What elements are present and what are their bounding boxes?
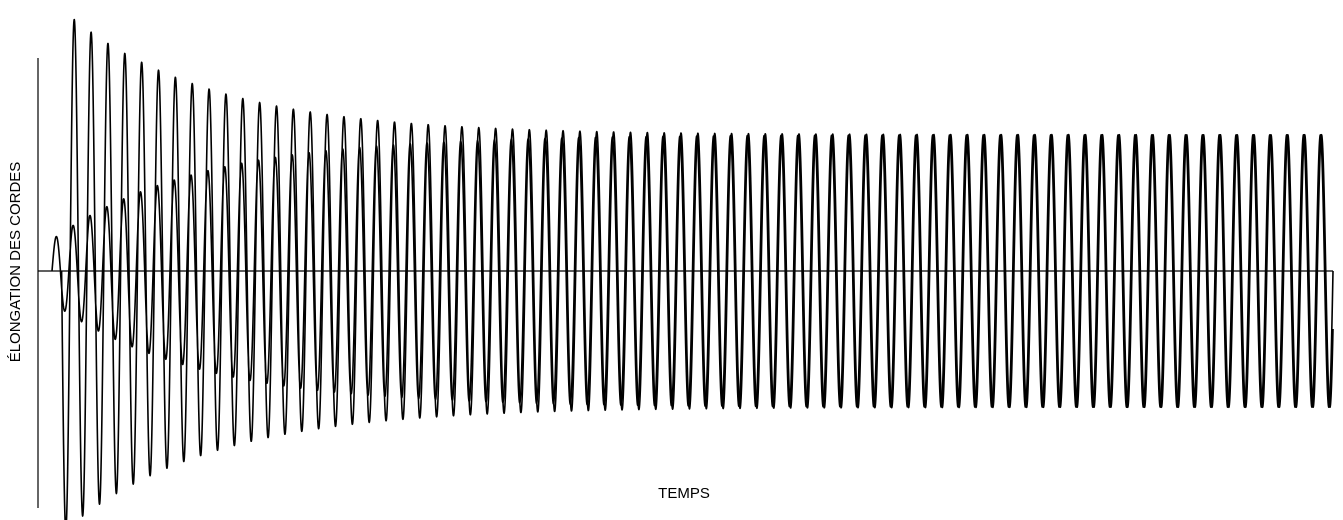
- y-axis-label: ÉLONGATION DES CORDES: [7, 162, 24, 363]
- series-line-b: [51, 133, 1334, 409]
- series-line-a: [60, 18, 1334, 520]
- plot-area: [37, 18, 1334, 520]
- x-axis-label: TEMPS: [658, 485, 710, 502]
- series-layer: [51, 18, 1334, 520]
